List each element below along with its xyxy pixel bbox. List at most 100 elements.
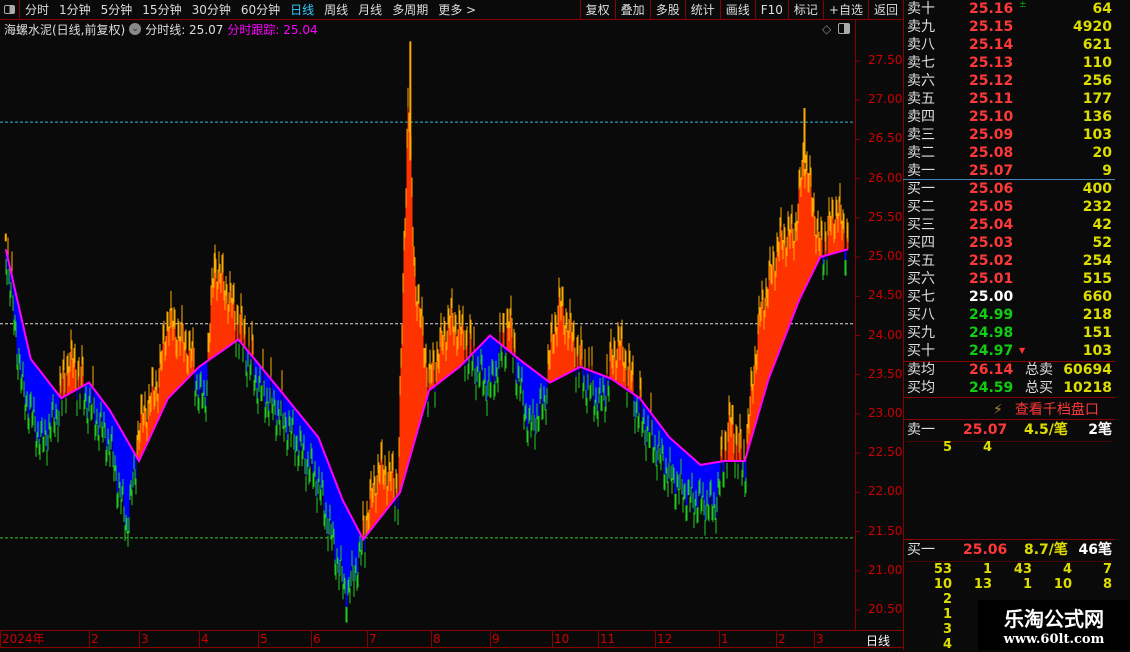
level-volume: 621 [1082, 37, 1112, 53]
order-book-row[interactable]: 买三 25.04 42 [907, 216, 1112, 234]
x-tick-label: 6 [311, 631, 321, 648]
period-tab[interactable]: 分时 [25, 3, 50, 17]
order-book-row[interactable]: 卖八 25.14 621 [907, 36, 1112, 54]
period-tab[interactable]: 日线 [290, 3, 315, 17]
toolbar-button[interactable]: 画线 [719, 0, 755, 20]
order-count: 2笔 [1088, 422, 1112, 438]
y-tick-label: 22.00 [868, 484, 903, 499]
level-price: 25.09 [969, 127, 1014, 143]
toolbar-button[interactable]: 叠加 [614, 0, 650, 20]
toolbar-button[interactable]: 标记 [787, 0, 823, 20]
order-book-row[interactable]: 卖七 25.13 110 [907, 54, 1112, 72]
y-tick-label: 24.50 [868, 288, 903, 303]
order-book-row[interactable]: 买四 25.03 52 [907, 234, 1112, 252]
order-book-row[interactable]: 卖二 25.08 20 [907, 144, 1112, 162]
order-book-row[interactable]: 买一 25.06 400 [907, 180, 1112, 198]
watermark-logo: 乐淘公式网 www.60lt.com [978, 600, 1130, 650]
x-tick-label: 8 [431, 631, 441, 648]
queue-order: 7 [1102, 562, 1112, 577]
order-book-row[interactable]: 卖四 25.10 136 [907, 108, 1112, 126]
order-book-row[interactable]: 卖三 25.09 103 [907, 126, 1112, 144]
order-book-row[interactable]: 卖六 25.12 256 [907, 72, 1112, 90]
period-tab[interactable]: 更多 > [438, 3, 477, 17]
dropdown-icon[interactable]: ⌄ [129, 23, 142, 35]
level-volume: 151 [1082, 325, 1112, 341]
level-volume: 136 [1082, 109, 1112, 125]
toolbar-button[interactable]: F10 [754, 0, 788, 20]
period-tab[interactable]: 5分钟 [100, 3, 133, 17]
level-price: 25.12 [969, 73, 1014, 89]
level-name: 买九 [907, 325, 935, 341]
depth-link[interactable]: ⚡ 查看千档盘口 [993, 402, 1099, 418]
order-book-row[interactable]: 卖一 25.07 9 [907, 162, 1112, 180]
x-tick-label: 2 [776, 631, 786, 648]
period-tab[interactable]: 多周期 [392, 3, 429, 17]
x-tick-label: 7 [367, 631, 377, 648]
queue-order: 4 [942, 637, 952, 652]
level-price: 25.14 [969, 37, 1014, 53]
limit-down-icon: ▼ [1019, 346, 1026, 355]
kline-chart[interactable] [0, 20, 903, 630]
level-volume: 103 [1082, 343, 1112, 359]
period-tab[interactable]: 15分钟 [142, 3, 182, 17]
diamond-icon[interactable]: ◇ [822, 22, 832, 36]
toolbar-button[interactable]: +自选 [822, 0, 868, 20]
order-book-row[interactable]: 买十 24.97 103 ▼ [907, 342, 1112, 360]
queue-label: 买一 [907, 542, 935, 558]
x-tick-label: 3 [139, 631, 149, 648]
y-tick-label: 21.00 [868, 562, 903, 577]
queue-order: 10 [1053, 577, 1072, 592]
period-toolbar: 分时 1分钟 5分钟 15分钟 30分钟 60分钟 日线 周线 月线 多周期 更多 > 复权 叠加 多股… [0, 0, 903, 20]
toolbar-button[interactable]: 复权 [579, 0, 615, 20]
order-book-row[interactable]: 买八 24.99 218 [907, 306, 1112, 324]
queue-order: 5 [942, 440, 952, 455]
toolbar-button[interactable]: 返回 [867, 0, 903, 20]
period-tab[interactable]: 60分钟 [240, 3, 281, 17]
layout-toggle-icon[interactable] [0, 0, 20, 20]
queue-order: 13 [973, 577, 992, 592]
order-book-row[interactable]: 买九 24.98 151 [907, 324, 1112, 342]
level-volume: 515 [1082, 271, 1112, 287]
x-tick-label: 10 [552, 631, 570, 648]
toolbar-button[interactable]: 多股 [649, 0, 685, 20]
panel-toggle-icon[interactable] [838, 23, 850, 34]
level-volume: 177 [1082, 91, 1112, 107]
level-volume: 9 [1102, 163, 1112, 179]
y-tick-label: 24.00 [868, 327, 903, 342]
order-book-row[interactable]: 买二 25.05 232 [907, 198, 1112, 216]
order-book-row[interactable]: 买五 25.02 254 [907, 252, 1112, 270]
queue-price: 25.07 [963, 422, 1008, 438]
level-name: 卖十 [907, 1, 935, 17]
chart-info-bar: 海螺水泥(日线,前复权) ⌄ 分时线: 25.07 分时跟踪: 25.04 [0, 20, 318, 38]
period-tab[interactable]: 30分钟 [191, 3, 231, 17]
x-tick-label: 2024年 [0, 631, 45, 648]
y-tick-label: 23.00 [868, 405, 903, 420]
level-name: 买七 [907, 289, 935, 305]
order-book-row[interactable]: 买六 25.01 515 [907, 270, 1112, 288]
period-tab[interactable]: 1分钟 [59, 3, 91, 17]
level-name: 卖四 [907, 109, 935, 125]
order-book-row[interactable]: 买七 25.00 660 [907, 288, 1112, 306]
order-book-row[interactable]: 卖九 25.15 4920 [907, 18, 1112, 36]
average-row: 买均 24.59 总买 10218 [907, 379, 1112, 397]
order-queue: 53 1 43 4 7 10 13 1 10 8 2 1 3 4 [912, 562, 1112, 652]
period-tab[interactable]: 月线 [358, 3, 383, 17]
level-name: 买八 [907, 307, 935, 323]
order-book-row[interactable]: 卖五 25.11 177 [907, 90, 1112, 108]
level-volume: 64 [1092, 1, 1112, 17]
level-volume: 4920 [1073, 19, 1112, 35]
period-tab[interactable]: 周线 [324, 3, 349, 17]
toolbar-button[interactable]: 统计 [684, 0, 720, 20]
lightning-icon: ⚡ [993, 402, 1003, 418]
level-name: 买五 [907, 253, 935, 269]
average-row: 卖均 26.14 总卖 60694 [907, 361, 1112, 379]
level-name: 买六 [907, 271, 935, 287]
level-volume: 20 [1092, 145, 1112, 161]
total-volume: 10218 [1063, 380, 1112, 396]
level-name: 卖六 [907, 73, 935, 89]
dotted-divider [907, 561, 1112, 562]
order-book-row[interactable]: 卖十 25.16 64 ± [907, 0, 1112, 18]
level-name: 卖九 [907, 19, 935, 35]
level-volume: 400 [1082, 181, 1112, 197]
level-name: 卖一 [907, 163, 935, 179]
